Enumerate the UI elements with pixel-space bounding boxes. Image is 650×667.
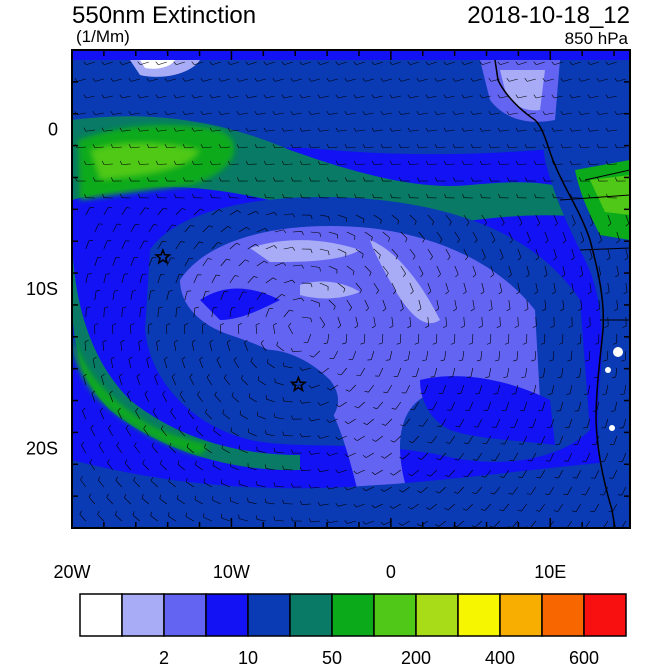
map-datetime: 2018-10-18_12: [467, 2, 630, 29]
y-tick-label: 20S: [26, 438, 58, 458]
axis-ticks: [71, 49, 630, 529]
y-tick-label: 10S: [26, 279, 58, 299]
colorbar-swatch: [163, 593, 207, 637]
colorbar-swatch: [373, 593, 417, 637]
colorbar-swatch: [247, 593, 291, 637]
x-tick-labels: 20W 10W 0 10E: [53, 562, 566, 582]
x-tick-label: 0: [386, 562, 396, 582]
map-title: 550nm Extinction: [72, 2, 257, 29]
colorbar-labels: 2 10 50 200 400 600: [159, 648, 599, 667]
x-tick-label: 10E: [534, 562, 566, 582]
colorbar: [79, 593, 627, 637]
x-tick-label: 20W: [53, 562, 90, 582]
colorbar-label: 50: [322, 648, 342, 667]
colorbar-swatch: [121, 593, 165, 637]
map-field: [72, 50, 630, 528]
colorbar-label: 2: [159, 648, 169, 667]
colorbar-label: 10: [238, 648, 258, 667]
colorbar-swatch: [205, 593, 249, 637]
map-frame: [71, 49, 631, 529]
y-tick-labels: 0 10S 20S: [26, 120, 58, 459]
map-units: (1/Mm): [76, 27, 130, 46]
y-tick-label: 0: [48, 120, 58, 140]
wind-barbs: [74, 61, 630, 528]
location-markers: [154, 247, 308, 393]
colorbar-swatch: [541, 593, 585, 637]
star-marker: [154, 247, 172, 265]
colorbar-swatch: [583, 593, 627, 637]
colorbar-swatch: [331, 593, 375, 637]
colorbar-swatch: [415, 593, 459, 637]
colorbar-swatch: [457, 593, 501, 637]
colorbar-label: 400: [485, 648, 515, 667]
colorbar-swatch: [499, 593, 543, 637]
pressure-level: 850 hPa: [564, 29, 628, 48]
x-tick-label: 10W: [213, 562, 250, 582]
colorbar-label: 200: [401, 648, 431, 667]
colorbar-swatch: [289, 593, 333, 637]
colorbar-label: 600: [569, 648, 599, 667]
colorbar-swatch: [79, 593, 123, 637]
star-marker: [289, 375, 308, 393]
